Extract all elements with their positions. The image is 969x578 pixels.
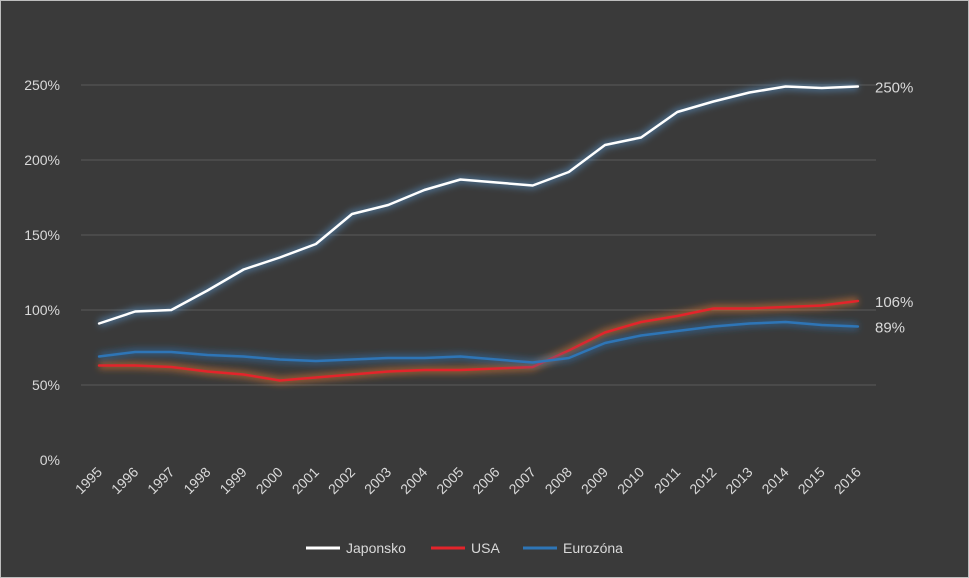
x-tick-label: 2014: [758, 464, 791, 497]
end-value-label: 106%: [875, 294, 913, 311]
x-tick-label: 2000: [253, 464, 286, 497]
x-tick-label: 1998: [180, 464, 213, 497]
end-labels: 250% 106% 89%: [875, 80, 913, 337]
x-tick-label: 2010: [614, 464, 647, 497]
y-tick-label: 250%: [24, 77, 60, 93]
x-tick-label: 2002: [325, 464, 358, 497]
x-tick-label: 2006: [469, 464, 502, 497]
x-tick-label: 1999: [216, 464, 249, 497]
x-tick-label: 2004: [397, 464, 430, 497]
series-line-japonsko: [97, 85, 860, 325]
x-tick-label: 2009: [578, 464, 611, 497]
series-line-usa: [97, 299, 860, 382]
series-lines: [97, 83, 860, 384]
y-tick-label: 100%: [24, 302, 60, 318]
x-tick-label: 2016: [831, 464, 864, 497]
y-axis-ticks: 0% 50% 100% 150% 200% 250%: [24, 77, 60, 468]
x-tick-label: 1997: [144, 464, 177, 497]
x-axis-ticks: 1995 1996 1997 1998 1999 2000 2001 2002 2003 2004…: [72, 464, 864, 497]
x-tick-label: 2013: [722, 464, 755, 497]
y-tick-label: 200%: [24, 152, 60, 168]
x-tick-label: 1995: [72, 464, 105, 497]
legend-label: Eurozóna: [563, 540, 623, 556]
x-tick-label: 2007: [505, 464, 538, 497]
x-tick-label: 2011: [651, 464, 684, 497]
legend-label: USA: [471, 540, 500, 556]
legend: Japonsko USA Eurozóna: [306, 540, 623, 556]
x-tick-label: 1996: [108, 464, 141, 497]
end-value-label: 89%: [875, 320, 905, 337]
x-tick-label: 2015: [795, 464, 828, 497]
series-line-eurozóna: [97, 320, 860, 364]
x-tick-label: 2005: [433, 464, 466, 497]
y-tick-label: 150%: [24, 227, 60, 243]
x-tick-label: 2008: [542, 464, 575, 497]
x-tick-label: 2001: [289, 464, 322, 497]
end-value-label: 250%: [875, 80, 913, 97]
legend-label: Japonsko: [346, 540, 406, 556]
y-tick-label: 0%: [40, 452, 60, 468]
x-tick-label: 2012: [686, 464, 719, 497]
gridlines: [81, 84, 876, 386]
y-tick-label: 50%: [32, 377, 60, 393]
x-tick-label: 2003: [361, 464, 394, 497]
